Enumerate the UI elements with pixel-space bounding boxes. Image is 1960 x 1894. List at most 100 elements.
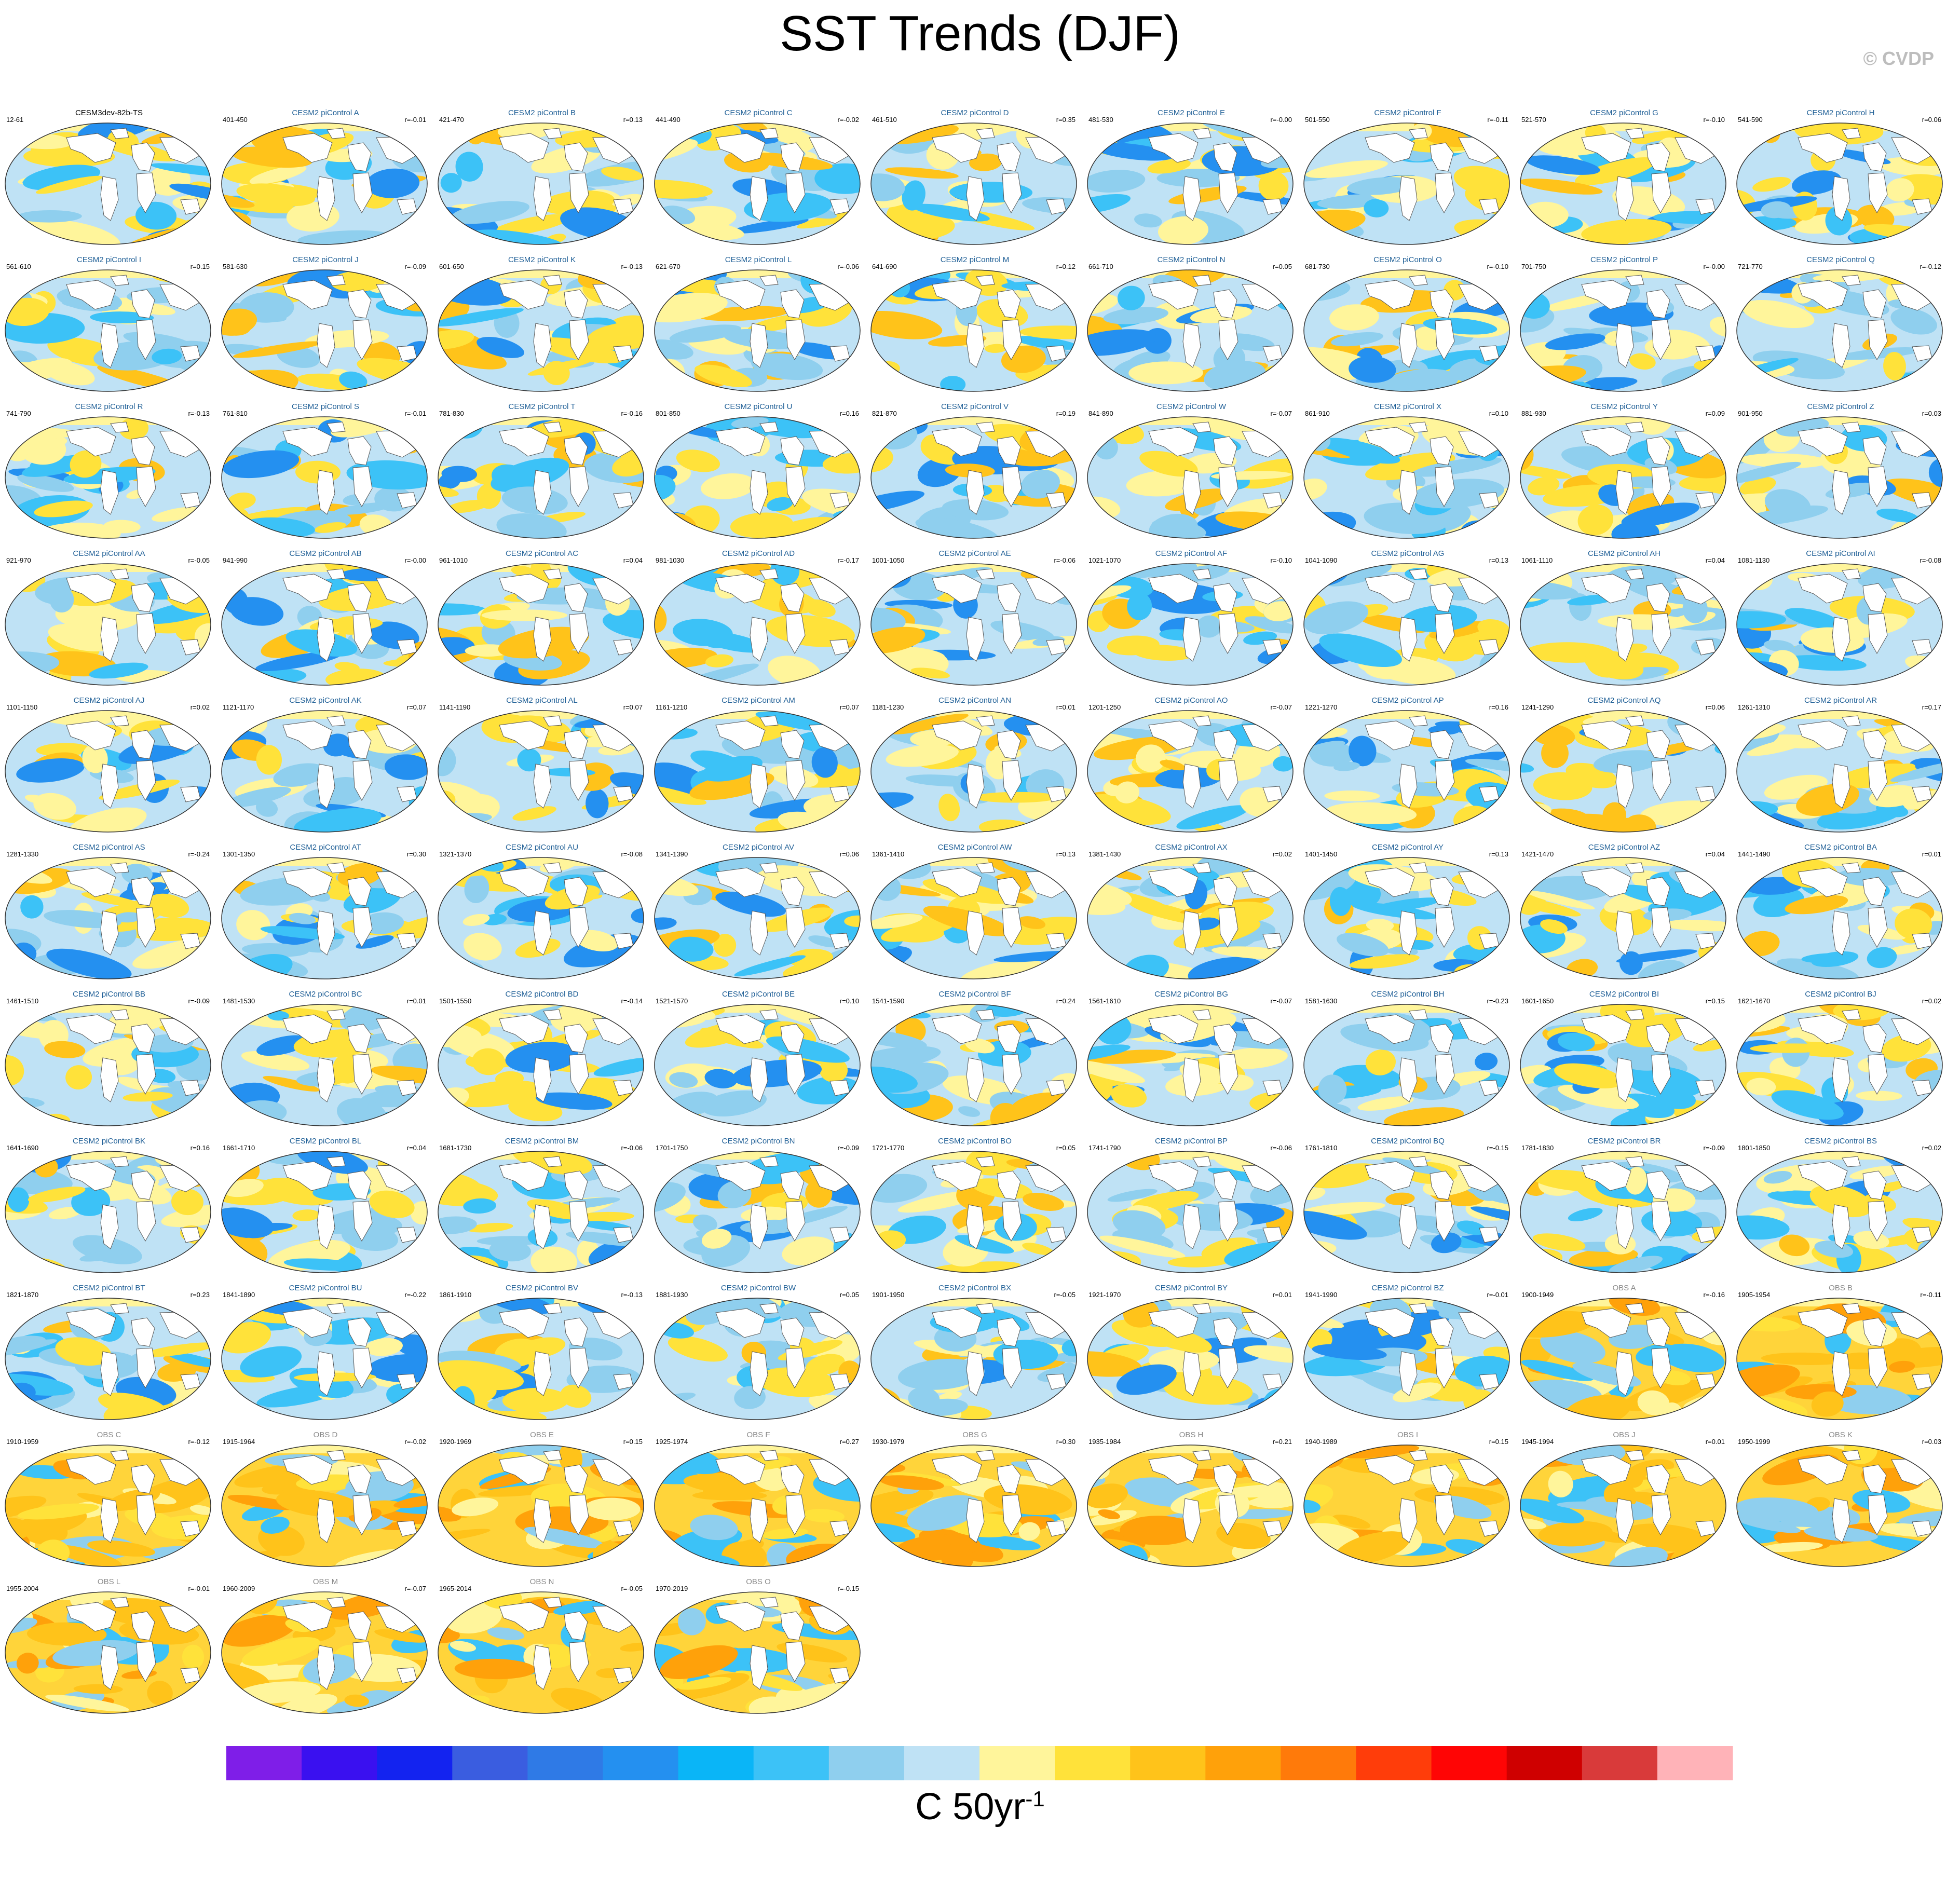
panel-period: 1955-2004 (6, 1585, 39, 1592)
panel-correlation: r=-0.06 (1270, 1144, 1292, 1152)
panel-period: 1301-1350 (223, 850, 255, 858)
sst-trend-map (5, 1445, 211, 1567)
sst-trend-map (654, 563, 861, 686)
panel-name: CESM2 piControl M (940, 255, 1010, 264)
map-panel: OBS E 1920-1969 r=0.15 (437, 1428, 647, 1569)
panel-name: CESM2 piControl BX (938, 1284, 1012, 1292)
panel-period: 1401-1450 (1305, 850, 1338, 858)
map-panel: CESM2 piControl BC 1481-1530 r=0.01 (221, 988, 430, 1128)
panel-period: 681-730 (1305, 263, 1330, 270)
panel-name: CESM2 piControl AJ (73, 696, 145, 705)
sst-trend-map (1303, 1004, 1510, 1126)
panel-period: 1781-1830 (1521, 1144, 1554, 1152)
panel-correlation: r=-0.22 (404, 1291, 426, 1299)
panel-period: 1761-1810 (1305, 1144, 1338, 1152)
panel-period: 421-470 (439, 116, 464, 124)
map-panel: CESM2 piControl BN 1701-1750 r=-0.09 (654, 1135, 863, 1275)
panel-name: CESM2 piControl BH (1371, 990, 1445, 999)
panel-period: 1901-1950 (872, 1291, 905, 1299)
sst-trend-map (870, 416, 1077, 539)
panel-correlation: r=-0.15 (1487, 1144, 1508, 1152)
panel-name: CESM2 piControl BP (1154, 1137, 1228, 1146)
map-panel: CESM2 piControl AV 1341-1390 r=0.06 (654, 841, 863, 981)
colorbar-tick-label: 4 (1421, 1781, 1442, 1786)
panel-name: CESM2 piControl E (1157, 108, 1226, 117)
colorbar-units-label: C 50yr-1 (0, 1786, 1960, 1828)
panel-name: CESM2 piControl J (292, 255, 359, 264)
map-panel: CESM2 piControl BO 1721-1770 r=0.05 (870, 1135, 1080, 1275)
panel-period: 1461-1510 (6, 997, 39, 1005)
panel-name: CESM2 piControl A (292, 108, 359, 117)
sst-trend-map (654, 710, 861, 833)
panel-name: CESM2 piControl B (508, 108, 576, 117)
panel-correlation: r=0.13 (623, 116, 643, 124)
map-panel: CESM2 piControl K 601-650 r=-0.13 (437, 253, 647, 393)
sst-trend-map (5, 857, 211, 979)
panel-period: 901-950 (1738, 410, 1763, 417)
sst-trend-map (221, 122, 428, 245)
sst-trend-map (5, 1151, 211, 1273)
panel-name: CESM2 piControl BC (289, 990, 362, 999)
sst-trend-map (221, 1591, 428, 1714)
map-panel: CESM2 piControl AY 1401-1450 r=0.13 (1303, 841, 1513, 981)
panel-correlation: r=-0.16 (621, 410, 643, 417)
panel-period: 1970-2019 (656, 1585, 688, 1592)
panel-period: 841-890 (1088, 410, 1113, 417)
panel-period: 1661-1710 (223, 1144, 255, 1152)
panel-correlation: r=0.05 (1272, 263, 1292, 270)
panel-correlation: r=0.21 (1272, 1438, 1292, 1446)
panel-correlation: r=-0.01 (404, 410, 426, 417)
panel-period: 461-510 (872, 116, 897, 124)
panel-name: CESM2 piControl BG (1154, 990, 1228, 999)
panel-period: 981-1030 (656, 556, 684, 564)
panel-name: CESM2 piControl I (76, 255, 142, 264)
panel-name: CESM2 piControl AM (722, 696, 795, 705)
sst-trend-map (870, 1004, 1077, 1126)
map-panel: CESM2 piControl AK 1121-1170 r=0.07 (221, 694, 430, 834)
panel-correlation: r=0.15 (1705, 997, 1725, 1005)
map-panel: OBS C 1910-1959 r=-0.12 (4, 1428, 214, 1569)
colorbar-swatch (1205, 1746, 1281, 1780)
sst-trend-map (5, 1591, 211, 1714)
panel-correlation: r=0.06 (1705, 703, 1725, 711)
panel-correlation: r=0.02 (1272, 850, 1292, 858)
panel-name: CESM2 piControl BS (1804, 1137, 1877, 1146)
sst-trend-map (1736, 710, 1943, 833)
sst-trend-map (1087, 857, 1294, 979)
panel-name: CESM2 piControl AD (722, 549, 795, 558)
panel-correlation: r=0.01 (1922, 850, 1941, 858)
sst-trend-map (438, 1151, 644, 1273)
panel-name: CESM2 piControl BR (1587, 1137, 1661, 1146)
panel-correlation: r=-0.09 (1703, 1144, 1725, 1152)
sst-trend-map (654, 857, 861, 979)
map-panel: CESM2 piControl AL 1141-1190 r=0.07 (437, 694, 647, 834)
panel-correlation: r=0.16 (839, 410, 859, 417)
map-panel: CESM3dev-82b-TS 12-61 (4, 106, 214, 247)
map-panel: CESM2 piControl AN 1181-1230 r=0.01 (870, 694, 1080, 834)
panel-name: CESM2 piControl BW (720, 1284, 796, 1292)
panel-correlation: r=0.01 (1272, 1291, 1292, 1299)
colorbar-tick-label: 0 (969, 1781, 990, 1786)
panel-name: CESM2 piControl BF (938, 990, 1011, 999)
panel-correlation: r=-0.00 (404, 556, 426, 564)
panel-name: CESM2 piControl C (724, 108, 793, 117)
panel-correlation: r=0.02 (190, 703, 210, 711)
panel-correlation: r=0.03 (1922, 1438, 1941, 1446)
panel-name: CESM2 piControl BK (72, 1137, 146, 1146)
sst-trend-map (1303, 1151, 1510, 1273)
map-panel: CESM2 piControl BK 1641-1690 r=0.16 (4, 1135, 214, 1275)
map-panel: CESM2 piControl C 441-490 r=-0.02 (654, 106, 863, 247)
sst-trend-map (654, 1298, 861, 1420)
map-panel: OBS L 1955-2004 r=-0.01 (4, 1575, 214, 1715)
panel-period: 1965-2014 (439, 1585, 472, 1592)
panel-correlation: r=0.09 (1705, 410, 1725, 417)
panel-period: 1021-1070 (1088, 556, 1121, 564)
map-panel: CESM2 piControl AB 941-990 r=-0.00 (221, 547, 430, 687)
sst-trend-map (5, 1004, 211, 1126)
panel-period: 961-1010 (439, 556, 468, 564)
sst-trend-map (1087, 1151, 1294, 1273)
map-panel: CESM2 piControl R 741-790 r=-0.13 (4, 400, 214, 540)
colorbar-swatch (603, 1746, 679, 1780)
panel-correlation: r=0.10 (1489, 410, 1508, 417)
sst-trend-map (1303, 1445, 1510, 1567)
